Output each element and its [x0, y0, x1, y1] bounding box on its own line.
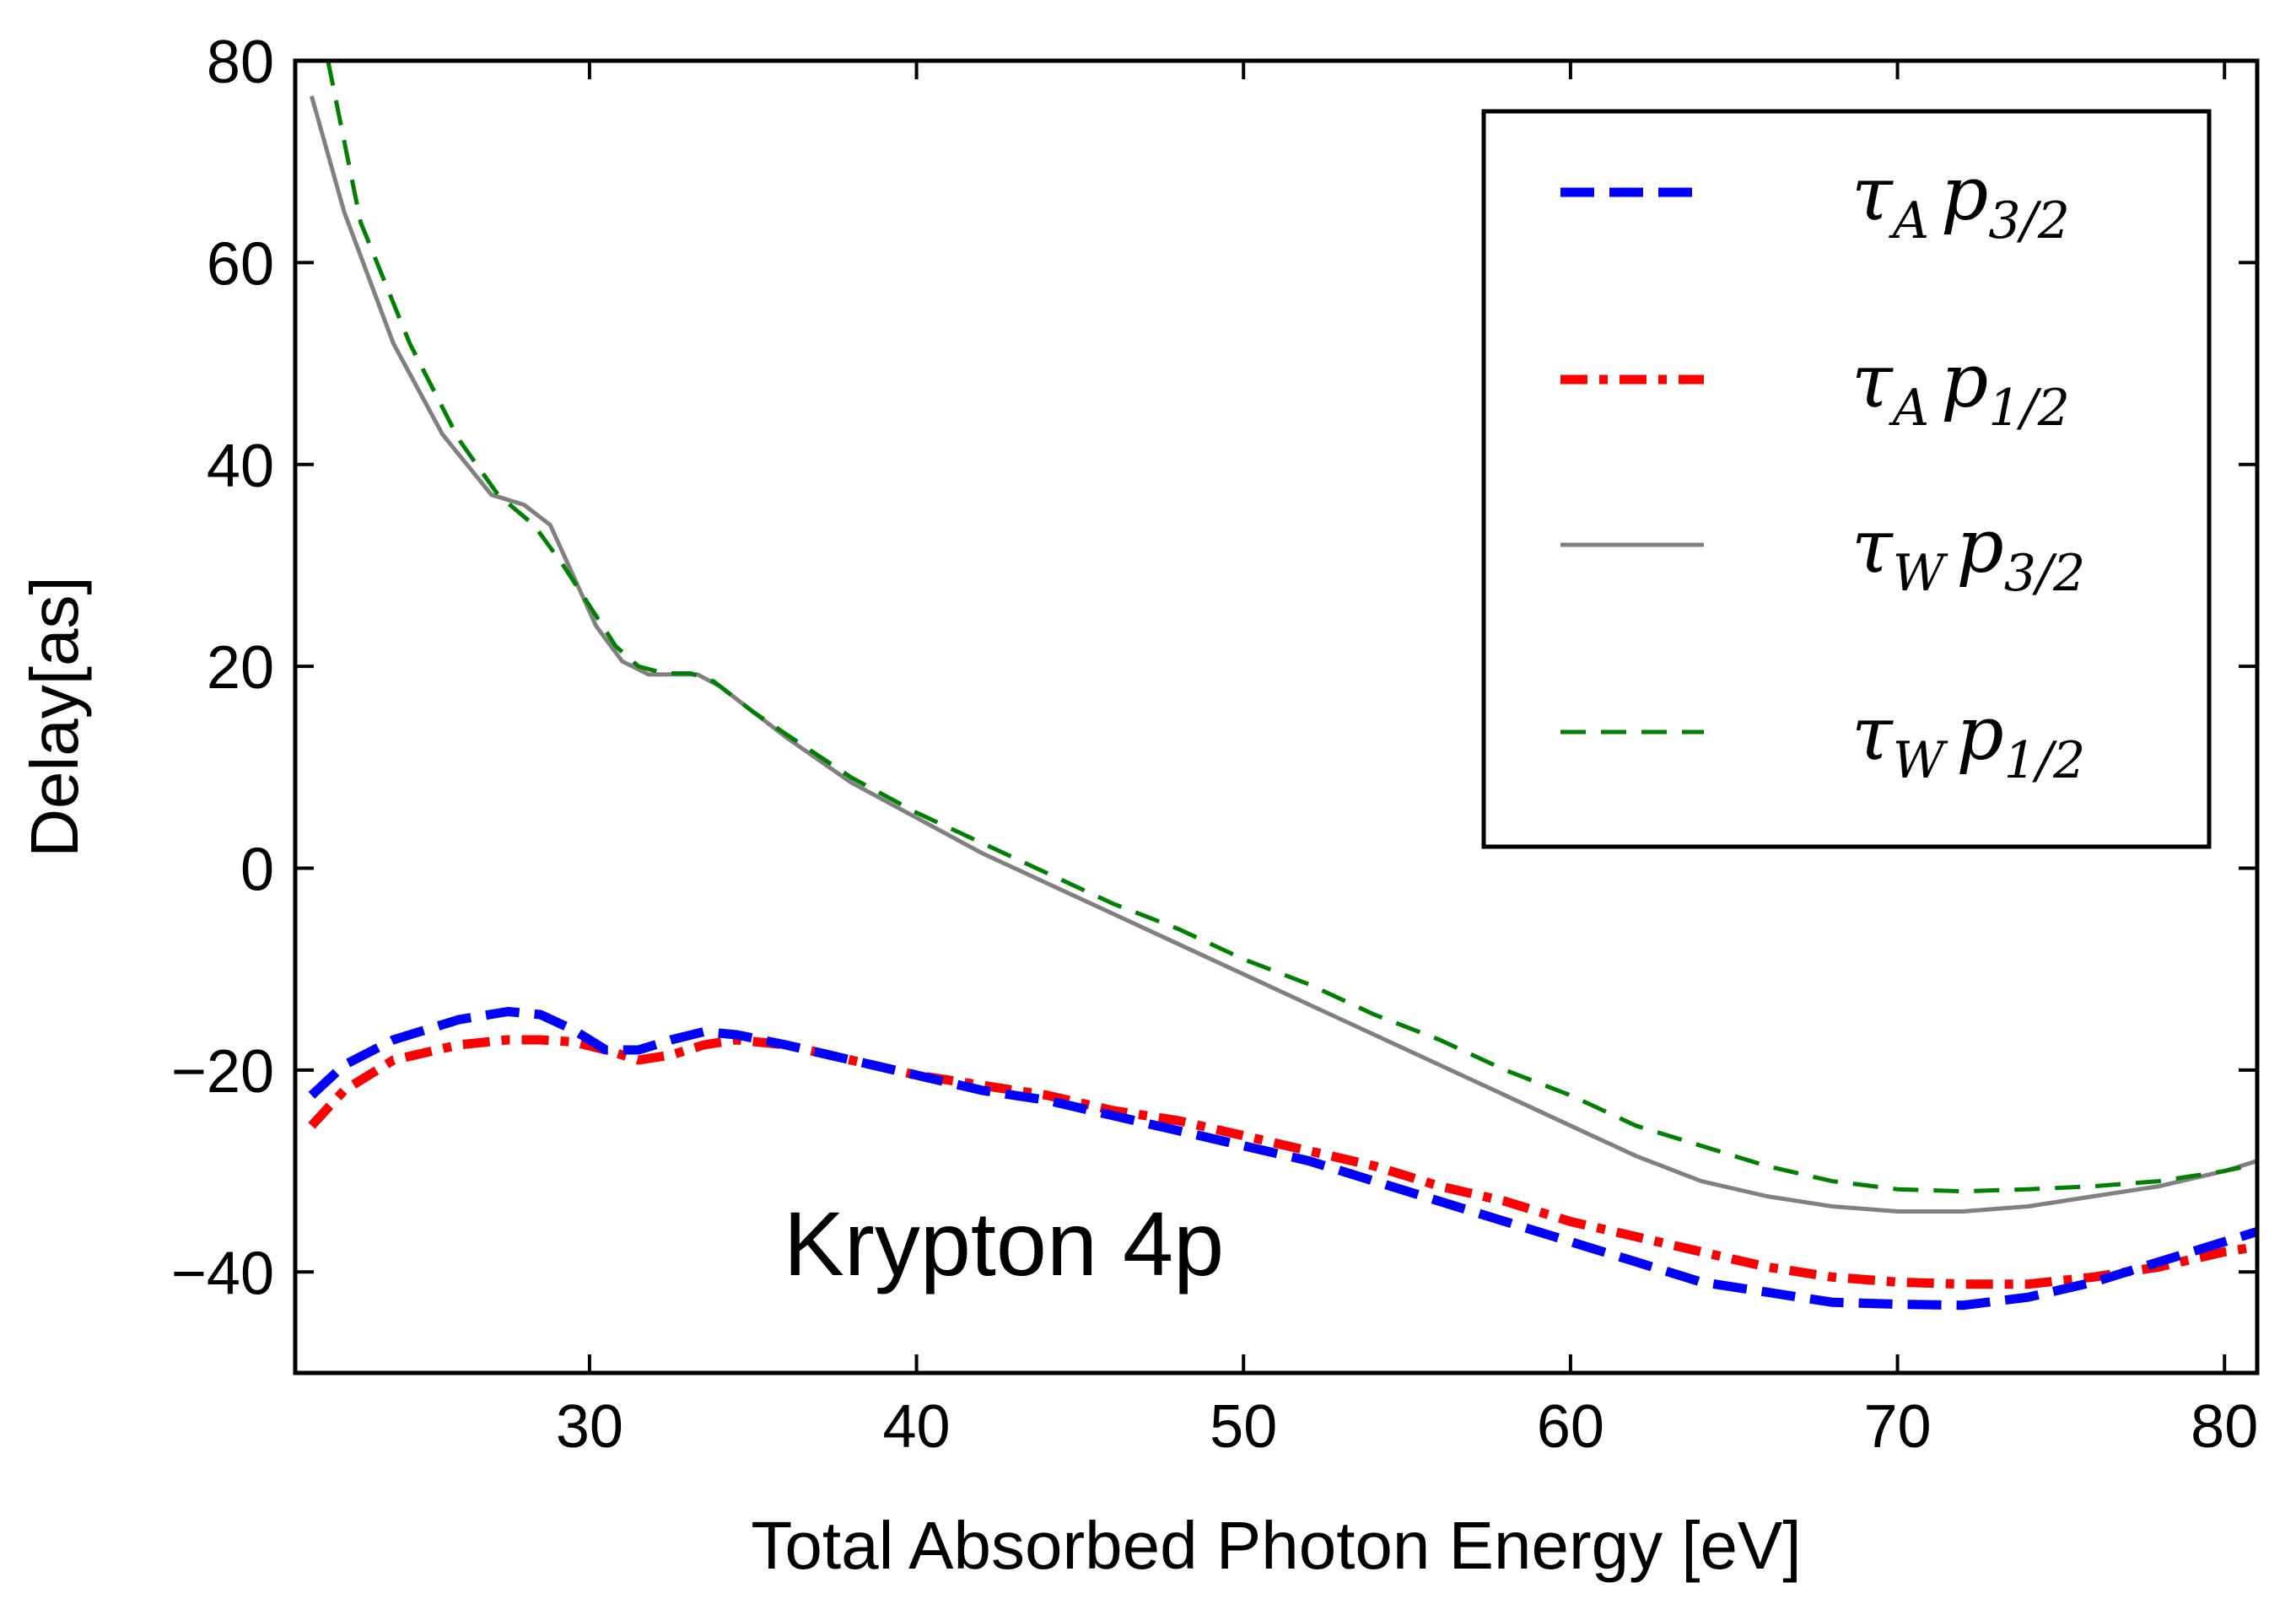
plot-frame [293, 58, 2260, 1375]
x-tick-label: 40 [883, 1393, 951, 1461]
x-tick-label: 50 [1210, 1393, 1277, 1461]
x-axis-title: Total Absorbed Photon Energy [eV] [751, 1508, 1801, 1583]
series-line-3 [326, 61, 2257, 1194]
y-axis-title: Delay[as] [17, 576, 92, 857]
y-tick-label: 80 [207, 29, 274, 96]
series-line-0 [308, 1007, 2257, 1311]
y-tick-label: −20 [171, 1038, 274, 1106]
x-tick-label: 30 [556, 1393, 623, 1461]
series-layer [308, 61, 2257, 1311]
tick-layer: 30 40 50 60 70 80 −40 −20 0 20 40 60 80 [171, 29, 2258, 1461]
series-line-1 [308, 1035, 2257, 1289]
y-tick-label: 20 [207, 634, 274, 702]
legend-label-1: τA p1/2 [1851, 337, 2070, 438]
x-tick-label: 60 [1537, 1393, 1604, 1461]
y-tick-label: 0 [240, 837, 274, 904]
legend-label-2: τW p3/2 [1851, 503, 2085, 603]
legend-label-3: τW p1/2 [1851, 690, 2085, 790]
legend-frame [1481, 109, 2212, 849]
y-tick-label: 40 [207, 433, 274, 500]
x-tick-label: 70 [1864, 1393, 1932, 1461]
annotation-krypton-4p: Krypton 4p [784, 1192, 1224, 1295]
legend-label-0: τA p3/2 [1851, 150, 2070, 250]
legend: τA p3/2 τA p1/2 τW p3/2 τW p1/2 [1481, 109, 2212, 849]
y-tick-label: −40 [171, 1240, 274, 1307]
y-tick-label: 60 [207, 230, 274, 298]
x-tick-label: 80 [2191, 1393, 2258, 1461]
series-line-2 [309, 95, 2257, 1214]
